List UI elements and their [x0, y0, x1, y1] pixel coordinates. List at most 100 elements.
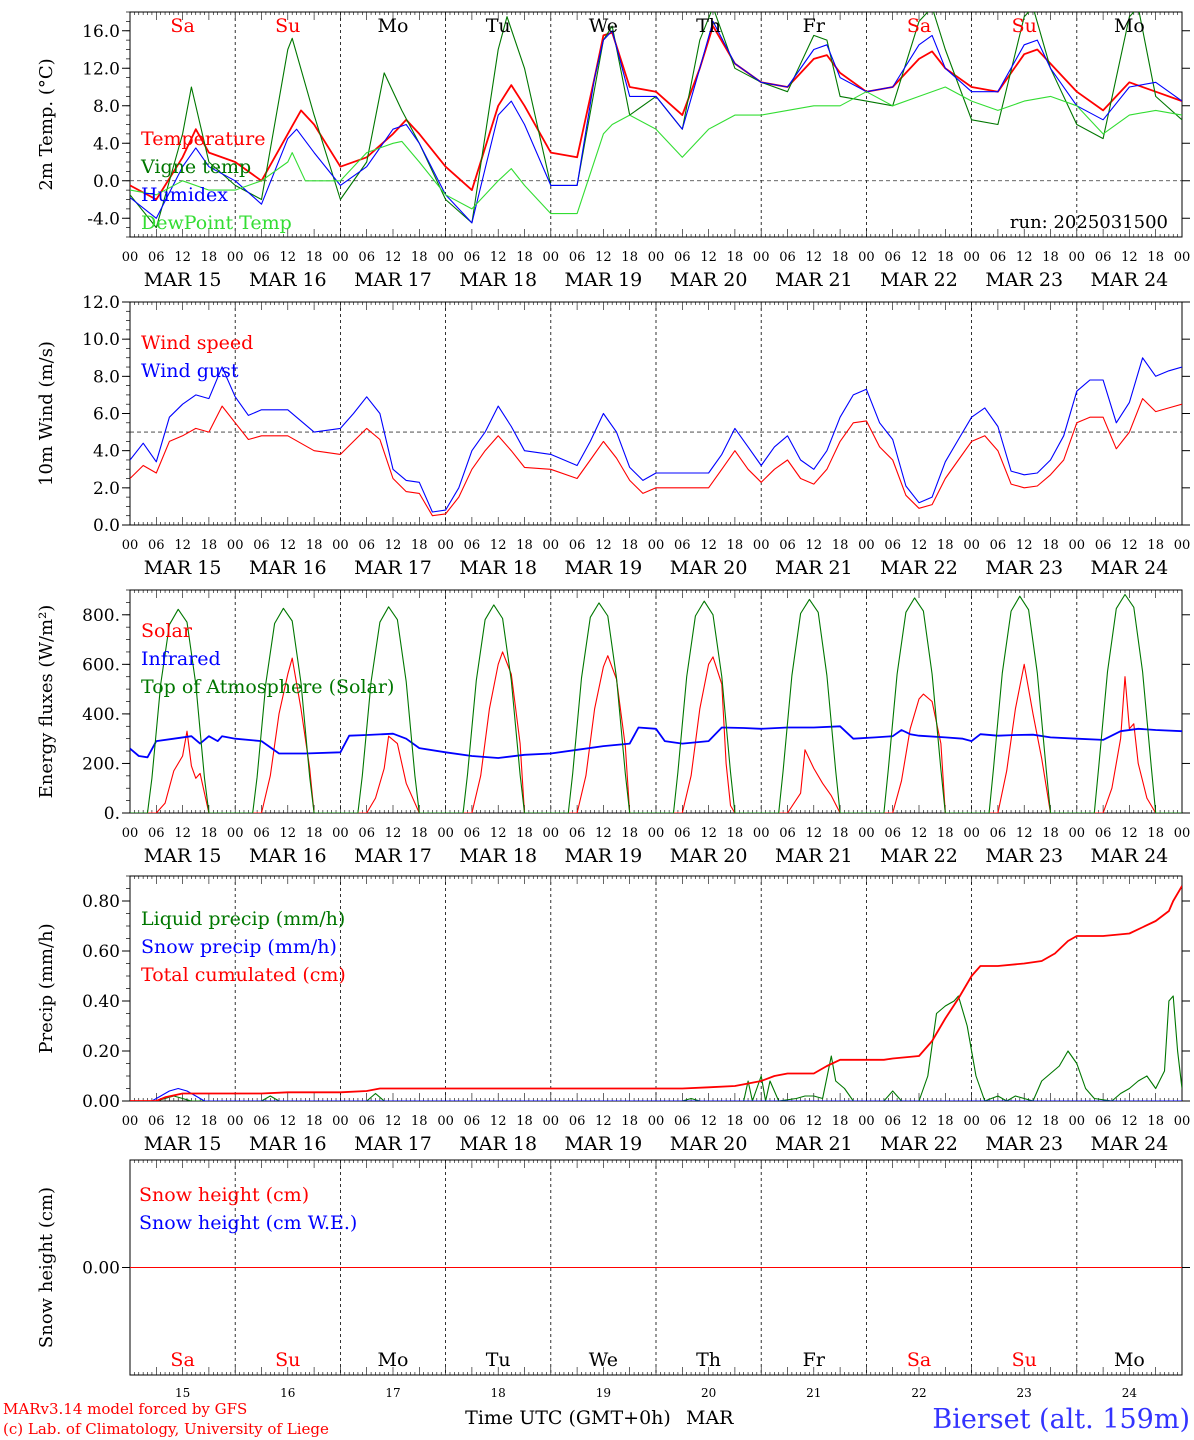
legend-entry: Vigne temp	[140, 156, 251, 178]
y-tick-label: 200.	[82, 754, 120, 774]
hour-label: 12	[595, 250, 612, 265]
date-label: MAR 17	[354, 269, 432, 291]
y-tick-label: 0.40	[82, 992, 120, 1012]
hour-label: 06	[148, 826, 165, 841]
hour-label: 06	[674, 538, 691, 553]
weekday-label: Fr	[803, 1349, 826, 1371]
hour-label: 00	[753, 538, 770, 553]
date-label: MAR 24	[1091, 269, 1169, 291]
series-group	[130, 593, 1182, 813]
date-label: MAR 21	[775, 269, 853, 291]
hour-label: 00	[1069, 538, 1086, 553]
hour-label: 06	[464, 1114, 481, 1129]
month-label: MAR	[686, 1407, 734, 1429]
hour-label: 18	[411, 538, 428, 553]
hour-label: 12	[911, 250, 928, 265]
date-label: MAR 21	[775, 845, 853, 867]
hour-label: 00	[1174, 1114, 1191, 1129]
hour-label: 18	[201, 1114, 218, 1129]
hour-label: 18	[621, 1114, 638, 1129]
legend-entry: DewPoint Temp	[141, 212, 292, 234]
date-label: MAR 18	[459, 269, 537, 291]
date-label: MAR 23	[985, 845, 1063, 867]
hour-label: 18	[832, 1114, 849, 1129]
series-line-humidex	[130, 20, 1182, 224]
date-label: MAR 20	[670, 845, 748, 867]
date-label: MAR 21	[775, 557, 853, 579]
series-group	[130, 885, 1182, 1101]
hour-label: 06	[148, 1114, 165, 1129]
y-axis-title: 2m Temp. (°C)	[36, 58, 57, 190]
hour-label: 12	[911, 538, 928, 553]
day-number: 15	[175, 1386, 190, 1400]
date-label: MAR 20	[670, 269, 748, 291]
series-line-infrared	[130, 725, 1182, 759]
day-number: 17	[385, 1386, 400, 1400]
hour-label: 00	[543, 826, 560, 841]
hour-label: 06	[674, 826, 691, 841]
hour-label: 12	[595, 826, 612, 841]
hour-label: 18	[832, 538, 849, 553]
day-number: 19	[596, 1386, 611, 1400]
series-line-liquid-precip-mm-h-	[130, 995, 1182, 1101]
station-label: Bierset (alt. 159m)	[932, 1404, 1190, 1435]
hour-label: 18	[727, 250, 744, 265]
hour-label: 00	[1069, 250, 1086, 265]
hour-label: 00	[858, 250, 875, 265]
hour-label: 00	[122, 1114, 139, 1129]
hour-label: 12	[1016, 250, 1033, 265]
series-group	[130, 357, 1182, 517]
hour-label: 00	[543, 1114, 560, 1129]
hour-label: 06	[779, 538, 796, 553]
legend-entry: Snow precip (mm/h)	[141, 936, 337, 958]
hour-label: 06	[464, 826, 481, 841]
date-label: MAR 19	[565, 269, 643, 291]
hour-label: 00	[543, 538, 560, 553]
legend-entry: Top of Atmosphere (Solar)	[141, 676, 394, 698]
date-label: MAR 24	[1091, 557, 1169, 579]
date-label: MAR 22	[880, 1133, 958, 1155]
hour-label: 18	[411, 826, 428, 841]
series-line-wind-gust	[130, 357, 1182, 513]
weekday-label: Fr	[803, 15, 826, 37]
y-tick-label: 0.20	[82, 1042, 120, 1062]
date-label: MAR 24	[1091, 845, 1169, 867]
hour-label: 06	[1095, 538, 1112, 553]
date-label: MAR 17	[354, 1133, 432, 1155]
series-line-wind-speed	[130, 398, 1182, 517]
hour-label: 12	[1121, 250, 1138, 265]
hour-label: 18	[1147, 250, 1164, 265]
hour-label: 00	[332, 826, 349, 841]
weekday-label: Su	[275, 15, 300, 37]
weekday-label: Sa	[170, 15, 194, 37]
y-tick-label: 600.	[82, 655, 120, 675]
weekday-label: Su	[1012, 1349, 1037, 1371]
hour-label: 06	[148, 250, 165, 265]
hour-label: 18	[306, 826, 323, 841]
y-tick-label: 12.0	[82, 293, 120, 313]
hour-label: 06	[990, 538, 1007, 553]
hour-label: 00	[753, 1114, 770, 1129]
hour-label: 12	[700, 250, 717, 265]
hour-label: 00	[1174, 826, 1191, 841]
date-label: MAR 20	[670, 557, 748, 579]
hour-label: 12	[595, 538, 612, 553]
date-label: MAR 23	[985, 1133, 1063, 1155]
date-label: MAR 23	[985, 269, 1063, 291]
hour-label: 00	[753, 826, 770, 841]
date-label: MAR 22	[880, 845, 958, 867]
date-label: MAR 16	[249, 557, 327, 579]
hour-label: 18	[937, 250, 954, 265]
hour-label: 18	[516, 1114, 533, 1129]
day-number: 21	[806, 1386, 821, 1400]
y-axis-title: 10m Wind (m/s)	[36, 341, 57, 486]
hour-label: 18	[1042, 538, 1059, 553]
hour-label: 06	[884, 538, 901, 553]
hour-label: 18	[937, 1114, 954, 1129]
hour-label: 12	[595, 1114, 612, 1129]
legend-entry: Wind speed	[141, 332, 253, 354]
hour-label: 06	[779, 826, 796, 841]
date-label: MAR 15	[144, 269, 222, 291]
hour-label: 18	[201, 250, 218, 265]
hour-label: 06	[358, 250, 375, 265]
